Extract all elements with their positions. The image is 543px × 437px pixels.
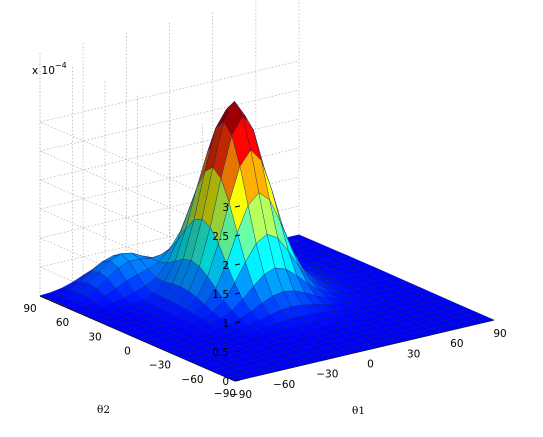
x-tick-label: −60 — [273, 379, 295, 391]
y-tick-label: −90 — [214, 388, 236, 400]
grid-line — [39, 89, 300, 152]
y-axis-ticks: −90 −60 −30 0 30 60 90 — [23, 303, 236, 400]
z-tick-label: 2 — [222, 260, 229, 272]
z-tick-mark — [234, 234, 241, 237]
surface-patch — [474, 316, 495, 323]
z-tick-mark — [234, 205, 241, 208]
z-tick-label: 0 — [222, 376, 229, 388]
z-tick-mark — [234, 321, 241, 324]
x-tick-label: 0 — [367, 359, 374, 371]
x-axis-label: θ1 — [352, 405, 365, 417]
y-tick-label: 0 — [124, 346, 131, 358]
z-tick-label: 1 — [222, 318, 229, 330]
z-multiplier-label: x 10−4 — [32, 61, 67, 77]
z-axis-ticks: 0 0.5 1 1.5 2 2.5 3 — [212, 202, 241, 388]
z-tick-mark — [234, 379, 241, 382]
grid-line — [39, 118, 300, 181]
y-tick-label: −30 — [149, 360, 171, 372]
grid-line — [39, 60, 300, 123]
z-tick-label: 2.5 — [212, 231, 229, 243]
z-tick-label: 0.5 — [212, 347, 229, 359]
y-tick-label: −60 — [181, 374, 203, 386]
z-tick-label: 1.5 — [212, 289, 229, 301]
x-tick-label: −90 — [230, 389, 252, 401]
y-tick-label: 30 — [88, 331, 101, 343]
x-tick-label: 90 — [493, 328, 506, 340]
x-tick-label: 60 — [450, 338, 463, 350]
x-tick-label: −30 — [316, 369, 338, 381]
z-tick-label: 3 — [222, 202, 229, 214]
z-tick-mark — [234, 263, 241, 266]
y-tick-label: 60 — [56, 317, 69, 329]
z-tick-mark — [234, 350, 241, 353]
x-axis-ticks: −90 −60 −30 0 30 60 90 — [230, 328, 507, 401]
y-axis-label: θ2 — [97, 404, 110, 416]
z-tick-mark — [234, 292, 241, 295]
y-tick-label: 90 — [23, 303, 36, 315]
surface-mesh — [39, 100, 495, 382]
x-tick-label: 30 — [407, 348, 420, 360]
